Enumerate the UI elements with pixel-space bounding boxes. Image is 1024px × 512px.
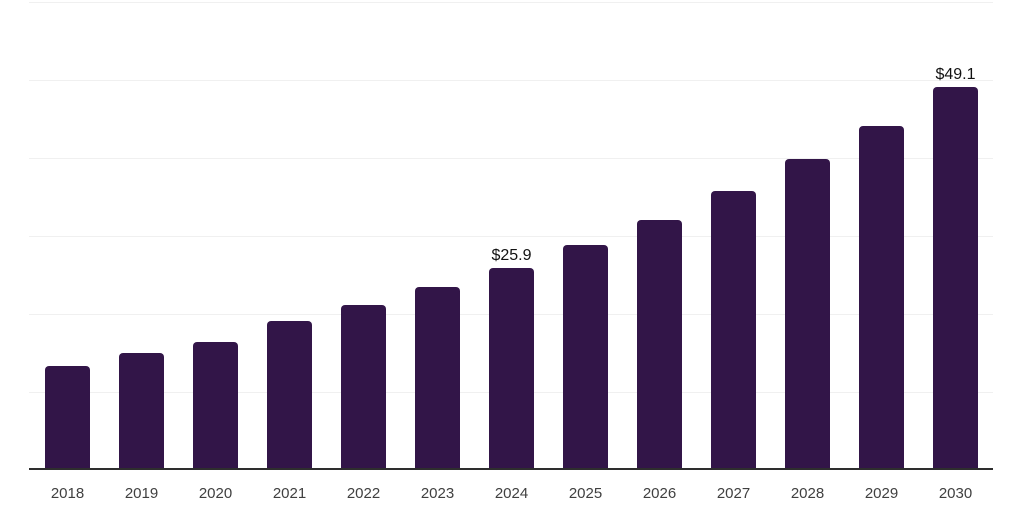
x-tick-label-2027: 2027 [716,485,751,502]
gridline [29,236,993,237]
x-tick-label-2021: 2021 [272,485,307,502]
x-tick-label-2020: 2020 [198,485,233,502]
bar-2023 [415,287,460,468]
bar-2029 [859,126,904,468]
bar-2026 [637,219,682,468]
bar-2025 [563,245,608,468]
bar-2028 [785,158,830,468]
x-tick-label-2018: 2018 [50,485,85,502]
plot-area: $25.9 $49.1 [29,0,993,470]
x-tick-label-2025: 2025 [568,485,603,502]
gridline [29,158,993,159]
bar-value-label: $49.1 [935,66,976,84]
bar-2020 [193,342,238,468]
bar-2030 [933,87,978,468]
x-tick-label-2024: 2024 [494,485,529,502]
gridline [29,80,993,81]
x-axis: 2018 2019 2020 2021 2022 2023 2024 2025 2026 2027… [29,483,993,505]
x-tick-label-2028: 2028 [790,485,825,502]
bar-2018 [45,366,90,468]
bar-2021 [267,321,312,468]
x-tick-label-2022: 2022 [346,485,381,502]
bar-value-label: $25.9 [491,246,532,264]
bar-2024 [489,267,534,468]
x-tick-label-2023: 2023 [420,485,455,502]
x-tick-label-2019: 2019 [124,485,159,502]
x-axis-line [29,468,993,470]
x-tick-label-2026: 2026 [642,485,677,502]
x-tick-label-2030: 2030 [938,485,973,502]
bar-2022 [341,304,386,468]
bar-2019 [119,353,164,468]
x-tick-label-2029: 2029 [864,485,899,502]
gridline [29,2,993,3]
bar-2027 [711,190,756,468]
